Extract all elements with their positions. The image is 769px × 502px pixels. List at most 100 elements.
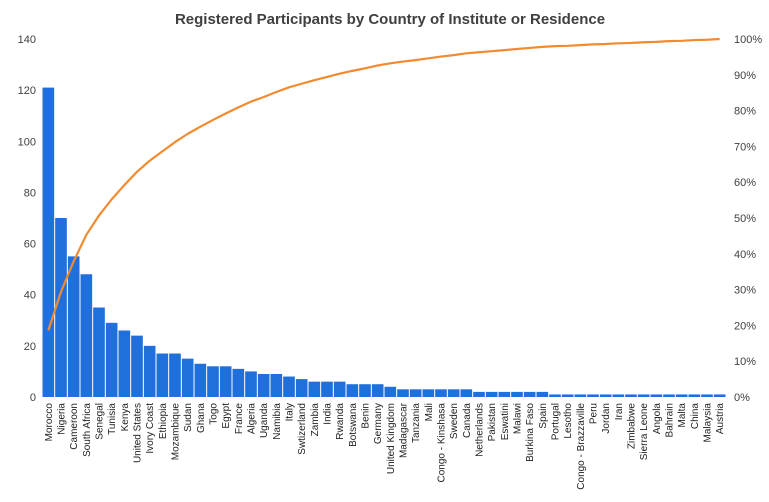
y-left-tick-1: 20 — [24, 341, 36, 353]
x-category-label-24: Botswana — [348, 403, 359, 447]
bar-47 — [637, 394, 650, 397]
bar-33 — [460, 389, 473, 397]
x-category-label-7: United States — [133, 403, 144, 463]
bar-13 — [207, 366, 219, 397]
x-category-label-23: Rwanda — [335, 403, 346, 440]
y-right-tick-0: 0% — [734, 392, 750, 404]
y-right-tick-8: 80% — [734, 106, 756, 118]
bar-14 — [219, 366, 232, 397]
x-category-label-45: Iran — [614, 403, 625, 420]
x-category-label-34: Netherlands — [475, 403, 486, 457]
bar-4 — [93, 307, 105, 397]
bar-10 — [169, 353, 181, 397]
x-category-label-29: Tanzania — [411, 403, 422, 443]
bar-1 — [55, 218, 67, 397]
x-category-label-38: Burkina Faso — [525, 403, 536, 462]
bar-51 — [688, 394, 701, 397]
bar-28 — [397, 389, 409, 397]
bar-8 — [143, 345, 156, 397]
x-category-label-25: Benin — [361, 403, 372, 429]
bar-18 — [270, 373, 283, 397]
x-category-label-9: Ethiopia — [158, 403, 169, 440]
y-right-tick-1: 10% — [734, 356, 756, 368]
x-category-label-51: China — [690, 403, 701, 430]
bar-43 — [587, 394, 599, 397]
x-category-label-8: Ivory Coast — [145, 403, 156, 454]
y-left-tick-3: 60 — [24, 239, 36, 251]
bar-29 — [409, 389, 422, 397]
x-category-label-42: Congo - Brazzaville — [576, 403, 587, 490]
bar-37 — [511, 391, 523, 397]
bar-11 — [181, 358, 194, 397]
bar-group — [42, 87, 726, 397]
bar-22 — [321, 381, 333, 397]
bar-17 — [257, 373, 270, 397]
cumulative-percent-line — [47, 37, 720, 331]
x-category-label-0: Morocco — [44, 403, 55, 442]
bar-12 — [194, 363, 207, 397]
x-category-label-35: Pakistan — [487, 403, 498, 441]
x-category-label-19: Italy — [285, 403, 296, 421]
x-category-label-46: Zimbabwe — [627, 403, 638, 450]
bar-27 — [384, 386, 397, 397]
x-category-label-20: Swtizerland — [297, 403, 308, 455]
x-category-label-26: Germany — [373, 403, 384, 444]
y-left-tick-7: 140 — [18, 34, 36, 46]
x-category-label-50: Malta — [677, 403, 688, 428]
cumulative-line-group — [47, 37, 720, 331]
y-right-tick-2: 20% — [734, 320, 756, 332]
x-category-label-11: Sudan — [183, 403, 194, 432]
bar-31 — [435, 389, 447, 397]
bar-15 — [232, 368, 245, 397]
bar-35 — [485, 391, 498, 397]
bar-32 — [447, 389, 460, 397]
bar-26 — [371, 384, 384, 397]
bar-9 — [156, 353, 169, 397]
x-category-label-39: Spain — [538, 403, 549, 429]
x-category-label-36: Eswatini — [500, 403, 511, 440]
bar-16 — [245, 371, 257, 397]
y-left-tick-4: 80 — [24, 187, 36, 199]
y-right-tick-6: 60% — [734, 177, 756, 189]
x-category-label-10: Mozambique — [171, 403, 182, 461]
bar-40 — [549, 394, 561, 397]
x-category-label-22: India — [323, 403, 334, 425]
x-category-label-53: Austria — [715, 403, 726, 435]
x-category-label-12: Ghana — [196, 403, 207, 433]
x-category-label-30: Mali — [424, 403, 435, 421]
bar-45 — [612, 394, 625, 397]
bar-25 — [359, 384, 371, 397]
y-right-tick-4: 40% — [734, 249, 756, 261]
x-category-label-14: Egypt — [221, 403, 232, 429]
x-category-label-21: Zambia — [310, 403, 321, 437]
bar-30 — [422, 389, 435, 397]
y-right-tick-7: 70% — [734, 141, 756, 153]
x-category-label-6: Kenya — [120, 403, 131, 432]
y-right-tick-5: 50% — [734, 213, 756, 225]
x-category-label-18: Namibia — [272, 403, 283, 440]
y-right-tick-3: 30% — [734, 285, 756, 297]
chart-title: Registered Participants by Country of In… — [175, 11, 605, 28]
bar-53 — [713, 394, 726, 397]
y-right-tick-10: 100% — [734, 34, 762, 46]
bar-36 — [498, 391, 511, 397]
bar-21 — [308, 381, 321, 397]
x-axis-categories: Morocco Nigeria Cameroon South Africa Senega… — [44, 402, 726, 489]
x-category-label-16: Algeria — [247, 403, 258, 435]
bar-48 — [650, 394, 663, 397]
bar-6 — [118, 330, 131, 397]
x-category-label-28: Madagascar — [399, 402, 410, 458]
x-category-label-13: Togo — [209, 403, 220, 425]
x-category-label-47: Sierra Leone — [639, 403, 650, 461]
bar-19 — [283, 376, 295, 397]
x-category-label-44: Jordan — [601, 403, 612, 434]
y-left-tick-6: 120 — [18, 85, 36, 97]
x-category-label-52: Malaysia — [703, 403, 714, 443]
bar-49 — [663, 394, 675, 397]
y-axis-left: 0 20 40 60 80 100 120 140 — [18, 34, 36, 404]
x-category-label-49: Bahrain — [665, 403, 676, 437]
bar-2 — [67, 256, 80, 397]
bar-24 — [346, 384, 359, 397]
